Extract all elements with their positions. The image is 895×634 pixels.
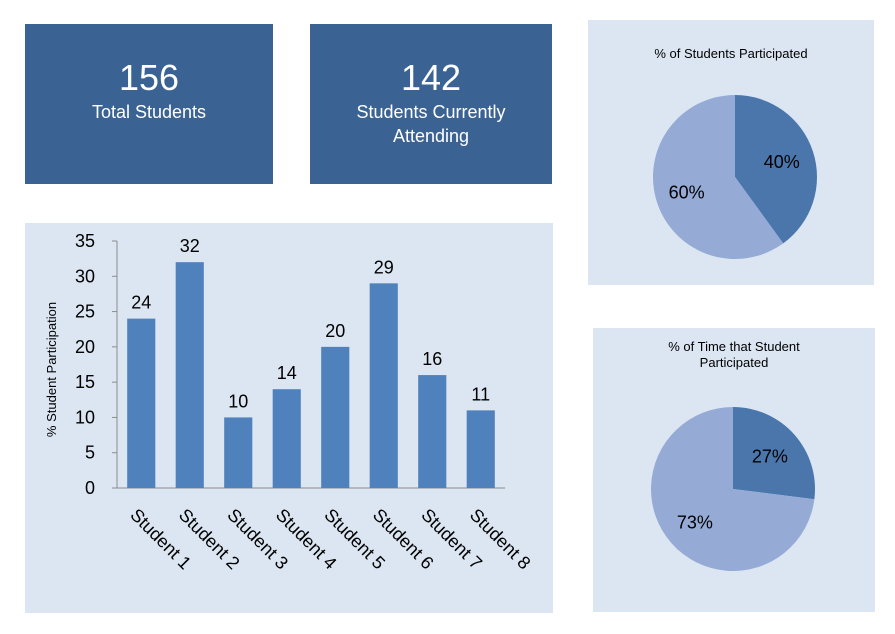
bar	[224, 417, 253, 488]
kpi-total-students-value: 156	[118, 57, 180, 98]
pie-slice-label: 40%	[764, 152, 800, 172]
y-tick-label: 35	[75, 231, 95, 251]
bar	[175, 262, 204, 488]
bar	[272, 389, 301, 488]
pie-slice	[651, 407, 815, 571]
kpi-total-students: 156 Total Students	[25, 24, 273, 184]
pie-title: % of Students Participated	[654, 46, 807, 61]
bar	[321, 346, 350, 488]
bar-data-label: 29	[374, 257, 394, 277]
y-tick-label: 20	[75, 337, 95, 357]
bar-data-label: 10	[228, 391, 248, 411]
bar-data-label: 16	[422, 349, 442, 369]
pie-slice-label: 73%	[677, 513, 713, 533]
bar-data-label: 20	[325, 321, 345, 341]
pie-slice	[735, 95, 817, 244]
bar	[466, 410, 495, 488]
pie-chart-students: % of Students Participated 40% 60%	[652, 46, 817, 259]
bar-data-label: 32	[180, 236, 200, 256]
pie-slice	[652, 95, 784, 259]
pie-slice-label: 60%	[669, 183, 705, 203]
kpi-students-attending-label: Students Currently Attending	[356, 102, 506, 146]
bar	[418, 375, 447, 488]
y-tick-label: 10	[75, 407, 95, 427]
bar-data-label: 24	[131, 293, 151, 313]
kpi-students-attending-value: 142	[400, 57, 462, 98]
bar-data-label: 11	[471, 384, 490, 404]
y-tick-label: 30	[75, 266, 95, 286]
bar-chart-panel: 0 5 10 15 20 25 30 35% Student Participation 24 S…	[25, 223, 553, 613]
pie-title: % of Time that Student	[668, 339, 800, 354]
y-tick-label: 5	[85, 443, 95, 463]
y-axis-title: % Student Participation	[44, 302, 59, 437]
kpi-total-students-label: Total Students	[91, 102, 207, 122]
bar	[369, 283, 398, 488]
pie-chart-panel-students: % of Students Participated 40% 60%	[588, 20, 874, 285]
y-tick-label: 0	[85, 478, 95, 498]
bar-data-label: 14	[277, 363, 297, 383]
pie-chart-panel-time: % of Time that Student Participated 27% 73%	[593, 328, 875, 612]
pie-slice-label: 27%	[752, 446, 788, 466]
pie-title: Participated	[700, 355, 769, 370]
kpi-students-attending: 142 Students Currently Attending	[310, 24, 552, 184]
y-tick-label: 15	[75, 372, 95, 392]
bar	[127, 318, 156, 488]
y-tick-label: 25	[75, 302, 95, 322]
pie-slice	[733, 407, 815, 500]
